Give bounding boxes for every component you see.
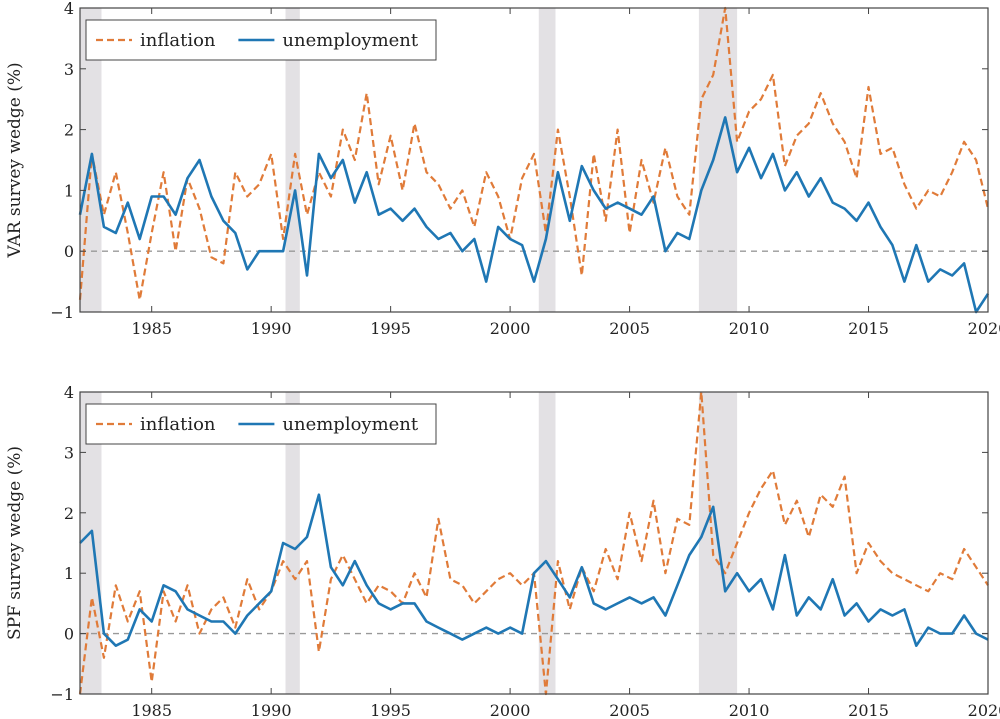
- spf-series-group: [78, 390, 989, 696]
- spf-y-axis-label: SPF survey wedge (%): [5, 446, 25, 640]
- spf-y-tick-label: 2: [64, 504, 74, 523]
- spf-recession-band: [285, 392, 300, 694]
- spf-x-tick-label: 1995: [370, 701, 411, 719]
- spf-x-tick-label: 1985: [131, 701, 172, 719]
- var-y-tick-label: 4: [64, 0, 74, 18]
- spf-legend-label-unemployment: unemployment: [282, 414, 419, 435]
- spf-plot-frame: [79, 391, 989, 695]
- spf-x-tick-label: 2020: [968, 701, 1000, 719]
- var-legend-label-inflation: inflation: [140, 30, 216, 51]
- var-unemployment-line: [78, 116, 990, 314]
- var-x-tick-label: 2010: [729, 319, 770, 338]
- spf-recession-bands: [80, 392, 738, 694]
- spf-x-tick-label: 1990: [251, 701, 292, 719]
- var-x-tick-label: 1985: [131, 319, 172, 338]
- var-legend-label-unemployment: unemployment: [282, 30, 419, 51]
- var-series-group: [78, 6, 990, 314]
- spf-legend-label-inflation: inflation: [140, 414, 216, 435]
- spf-recession-band: [80, 392, 102, 694]
- var-x-tick-label: 2005: [609, 319, 650, 338]
- spf-x-tick-label: 2010: [729, 701, 770, 719]
- var-ticks: 1985 1990 1995 2000 2005 2010 2015 2020 −1 0 1 2 3 4: [50, 0, 1000, 338]
- var-y-tick-label: 0: [64, 242, 74, 261]
- var-recession-band: [538, 8, 556, 312]
- spf-x-tick-label: 2005: [609, 701, 650, 719]
- var-inflation-line: [78, 6, 990, 301]
- spf-panel: 19851990199520002005201020152020−101234 …: [5, 383, 1000, 719]
- var-x-tick-label: 1990: [251, 319, 292, 338]
- spf-y-tick-label: −1: [50, 685, 74, 704]
- spf-y-tick-label: 1: [64, 564, 74, 583]
- var-y-tick-label: 1: [64, 181, 74, 200]
- spf-unemployment-line: [79, 493, 989, 648]
- var-plot-frame: [79, 7, 989, 313]
- var-y-axis-label: VAR survey wedge (%): [5, 62, 25, 258]
- spf-x-tick-label: 2015: [848, 701, 889, 719]
- var-y-tick-label: 3: [64, 60, 74, 79]
- var-x-tick-label: 2020: [968, 319, 1000, 338]
- spf-x-tick-label: 2000: [490, 701, 531, 719]
- var-y-tick-label: 2: [64, 121, 74, 140]
- spf-y-tick-label: 4: [64, 383, 74, 402]
- spf-ticks: 1985 1990 1995 2000 2005 2010 2015 2020 −1 0 1 2 3 4: [50, 383, 1000, 719]
- spf-recession-band: [538, 392, 556, 694]
- spf-y-tick-label: 3: [64, 443, 74, 462]
- spf-legend: inflation unemployment: [85, 403, 437, 445]
- var-recession-bands: [80, 8, 738, 312]
- var-x-tick-label: 1995: [370, 319, 411, 338]
- var-x-tick-label: 2015: [848, 319, 889, 338]
- var-recession-band: [285, 8, 300, 312]
- var-y-tick-label: −1: [50, 303, 74, 322]
- var-panel: 19851990199520002005201020152020−101234 …: [5, 0, 1000, 338]
- spf-y-tick-label: 0: [64, 625, 74, 644]
- var-legend: inflation unemployment: [85, 19, 437, 61]
- var-x-tick-label: 2000: [490, 319, 531, 338]
